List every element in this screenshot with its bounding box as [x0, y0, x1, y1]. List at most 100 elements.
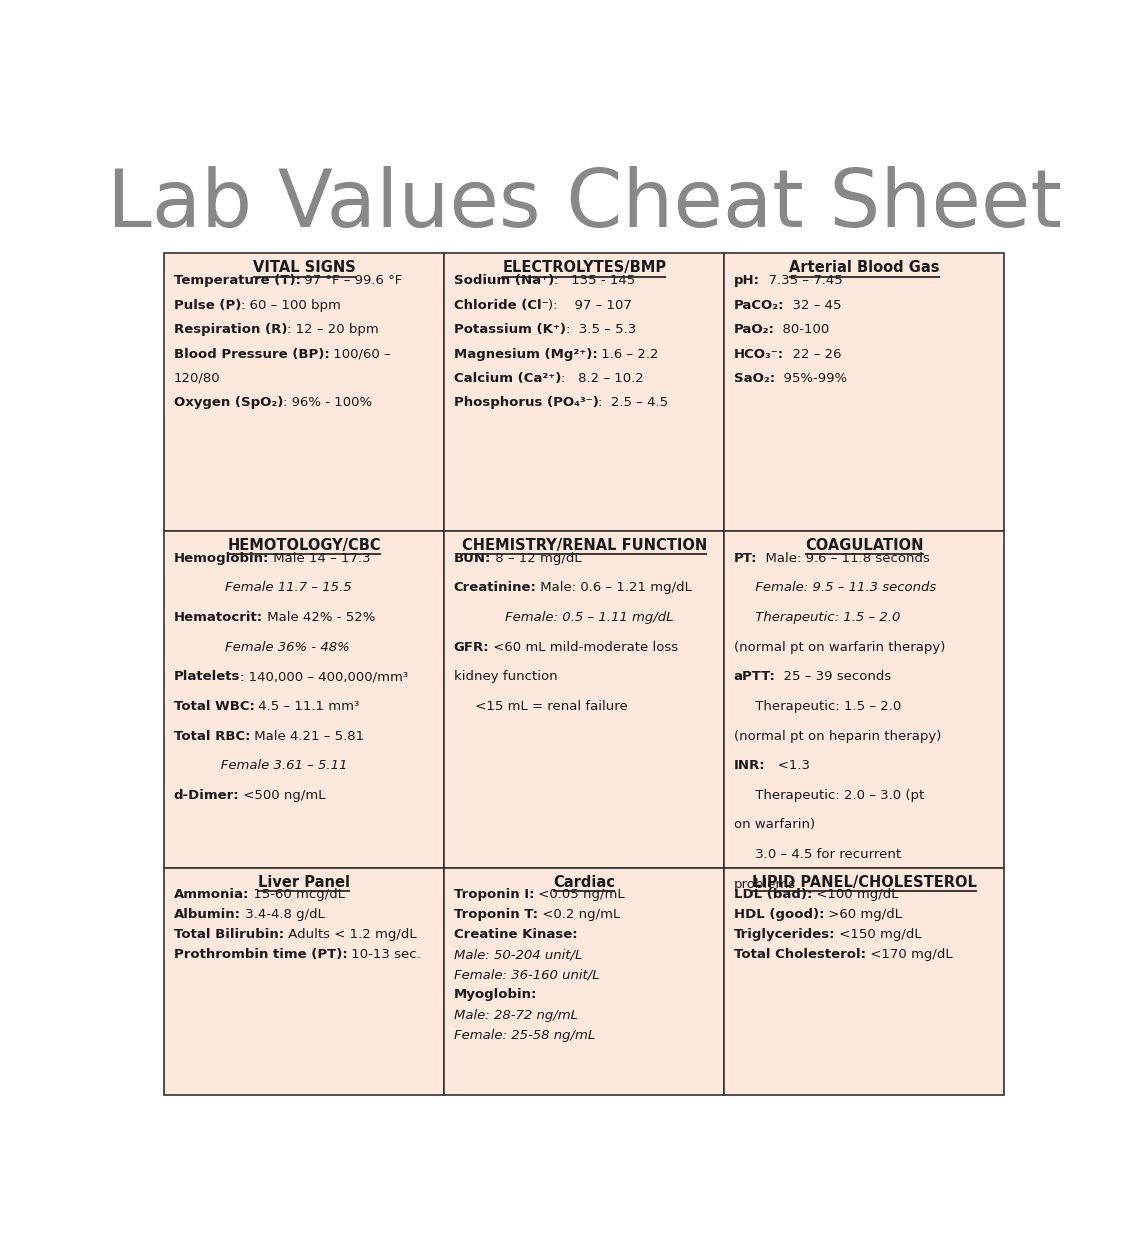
Text: 95%-99%: 95%-99% — [775, 373, 847, 385]
Text: <60 mL mild-moderate loss: <60 mL mild-moderate loss — [489, 640, 678, 654]
Text: Potassium (K⁺): Potassium (K⁺) — [454, 323, 565, 336]
Text: d-Dimer:: d-Dimer: — [173, 789, 239, 801]
Text: PaCO₂:: PaCO₂: — [733, 299, 784, 312]
Text: Pulse (P): Pulse (P) — [173, 299, 241, 312]
Text: pH:: pH: — [733, 274, 759, 288]
Text: 3.4-4.8 g/dL: 3.4-4.8 g/dL — [241, 908, 325, 922]
Text: 10-13 sec.: 10-13 sec. — [348, 948, 421, 962]
Text: on warfarin): on warfarin) — [733, 819, 815, 831]
Text: HDL (good):: HDL (good): — [733, 908, 824, 922]
Text: Hematocrit:: Hematocrit: — [173, 611, 262, 624]
Text: LDL (bad):: LDL (bad): — [733, 888, 812, 901]
Text: (normal pt on heparin therapy): (normal pt on heparin therapy) — [733, 729, 940, 743]
FancyBboxPatch shape — [164, 867, 445, 1095]
Text: Total Cholesterol:: Total Cholesterol: — [733, 948, 865, 962]
Text: 120/80: 120/80 — [173, 373, 220, 385]
FancyBboxPatch shape — [724, 867, 1004, 1095]
Text: Male: 50-204 unit/L: Male: 50-204 unit/L — [454, 948, 581, 962]
Text: Therapeutic: 2.0 – 3.0 (pt: Therapeutic: 2.0 – 3.0 (pt — [733, 789, 923, 801]
Text: COAGULATION: COAGULATION — [805, 538, 923, 553]
Text: Chloride (Cl⁻: Chloride (Cl⁻ — [454, 299, 548, 312]
Text: ):    97 – 107: ): 97 – 107 — [548, 299, 632, 312]
Text: Male: 28-72 ng/mL: Male: 28-72 ng/mL — [454, 1008, 578, 1022]
Text: : 140,000 – 400,000/mm³: : 140,000 – 400,000/mm³ — [239, 670, 408, 683]
Text: Female: 0.5 – 1.11 mg/dL: Female: 0.5 – 1.11 mg/dL — [454, 611, 673, 624]
Text: Blood Pressure (BP):: Blood Pressure (BP): — [173, 348, 329, 360]
Text: Liver Panel: Liver Panel — [259, 875, 350, 890]
Text: INR:: INR: — [733, 759, 765, 773]
Text: Magnesium (Mg²⁺):: Magnesium (Mg²⁺): — [454, 348, 597, 360]
Text: Troponin I:: Troponin I: — [454, 888, 534, 901]
Text: 97 °F – 99.6 °F: 97 °F – 99.6 °F — [301, 274, 402, 288]
Text: problems: problems — [733, 877, 796, 891]
Text: : 12 – 20 bpm: : 12 – 20 bpm — [287, 323, 378, 336]
Text: Total Bilirubin:: Total Bilirubin: — [173, 928, 284, 942]
Text: Female: 25-58 ng/mL: Female: 25-58 ng/mL — [454, 1028, 595, 1042]
Text: Male: 9.6 – 11.8 seconds: Male: 9.6 – 11.8 seconds — [757, 552, 930, 564]
Text: 15-60 mcg/dL: 15-60 mcg/dL — [249, 888, 345, 901]
Text: <150 mg/dL: <150 mg/dL — [836, 928, 922, 942]
Text: 4.5 – 11.1 mm³: 4.5 – 11.1 mm³ — [254, 700, 359, 713]
Text: HEMOTOLOGY/CBC: HEMOTOLOGY/CBC — [227, 538, 381, 553]
Text: Female: 9.5 – 11.3 seconds: Female: 9.5 – 11.3 seconds — [733, 582, 936, 594]
Text: Calcium (Ca²⁺): Calcium (Ca²⁺) — [454, 373, 561, 385]
Text: Hemoglobin:: Hemoglobin: — [173, 552, 269, 564]
FancyBboxPatch shape — [445, 867, 724, 1095]
Text: <170 mg/dL: <170 mg/dL — [865, 948, 952, 962]
Text: Temperature (T):: Temperature (T): — [173, 274, 301, 288]
Text: Lab Values Cheat Sheet: Lab Values Cheat Sheet — [107, 166, 1061, 244]
Text: SaO₂:: SaO₂: — [733, 373, 775, 385]
Text: GFR:: GFR: — [454, 640, 489, 654]
Text: Female 3.61 – 5.11: Female 3.61 – 5.11 — [173, 759, 347, 773]
Text: 80-100: 80-100 — [774, 323, 830, 336]
Text: >60 mg/dL: >60 mg/dL — [824, 908, 902, 922]
FancyBboxPatch shape — [445, 253, 724, 531]
Text: CHEMISTRY/RENAL FUNCTION: CHEMISTRY/RENAL FUNCTION — [462, 538, 707, 553]
Text: <500 ng/mL: <500 ng/mL — [239, 789, 326, 801]
Text: Male 42% - 52%: Male 42% - 52% — [262, 611, 375, 624]
Text: Female: 36-160 unit/L: Female: 36-160 unit/L — [454, 968, 600, 982]
Text: Creatinine:: Creatinine: — [454, 582, 537, 594]
Text: Adults < 1.2 mg/dL: Adults < 1.2 mg/dL — [284, 928, 416, 942]
Text: 25 – 39 seconds: 25 – 39 seconds — [775, 670, 891, 683]
Text: :  3.5 – 5.3: : 3.5 – 5.3 — [565, 323, 636, 336]
Text: :   8.2 – 10.2: : 8.2 – 10.2 — [561, 373, 644, 385]
Text: Female 36% - 48%: Female 36% - 48% — [173, 640, 349, 654]
Text: <1.3: <1.3 — [765, 759, 811, 773]
Text: Triglycerides:: Triglycerides: — [733, 928, 836, 942]
Text: <15 mL = renal failure: <15 mL = renal failure — [454, 700, 627, 713]
Text: Creatine Kinase:: Creatine Kinase: — [454, 928, 577, 942]
Text: Male 4.21 – 5.81: Male 4.21 – 5.81 — [250, 729, 364, 743]
Text: Male 14 – 17.3: Male 14 – 17.3 — [269, 552, 370, 564]
Text: Sodium (Na⁺): Sodium (Na⁺) — [454, 274, 554, 288]
FancyBboxPatch shape — [724, 253, 1004, 531]
Text: Prothrombin time (PT):: Prothrombin time (PT): — [173, 948, 348, 962]
FancyBboxPatch shape — [164, 253, 445, 531]
Text: aPTT:: aPTT: — [733, 670, 775, 683]
Text: PT:: PT: — [733, 552, 757, 564]
Text: Arterial Blood Gas: Arterial Blood Gas — [789, 260, 939, 275]
Text: <0.05 ng/mL: <0.05 ng/mL — [534, 888, 625, 901]
Text: (normal pt on warfarin therapy): (normal pt on warfarin therapy) — [733, 640, 945, 654]
Text: 100/60 –: 100/60 – — [329, 348, 391, 360]
Text: ELECTROLYTES/BMP: ELECTROLYTES/BMP — [503, 260, 666, 275]
Text: VITAL SIGNS: VITAL SIGNS — [253, 260, 356, 275]
Text: Albumin:: Albumin: — [173, 908, 241, 922]
Text: Cardiac: Cardiac — [553, 875, 616, 890]
Text: Phosphorus (PO₄³⁻): Phosphorus (PO₄³⁻) — [454, 396, 598, 410]
Text: Therapeutic: 1.5 – 2.0: Therapeutic: 1.5 – 2.0 — [733, 611, 899, 624]
Text: Oxygen (SpO₂): Oxygen (SpO₂) — [173, 396, 283, 410]
Text: PaO₂:: PaO₂: — [733, 323, 774, 336]
Text: Total WBC:: Total WBC: — [173, 700, 254, 713]
Text: 7.35 – 7.45: 7.35 – 7.45 — [759, 274, 842, 288]
Text: HCO₃⁻:: HCO₃⁻: — [733, 348, 783, 360]
Text: Male: 0.6 – 1.21 mg/dL: Male: 0.6 – 1.21 mg/dL — [537, 582, 692, 594]
Text: 3.0 – 4.5 for recurrent: 3.0 – 4.5 for recurrent — [733, 849, 901, 861]
Text: kidney function: kidney function — [454, 670, 557, 683]
Text: Platelets: Platelets — [173, 670, 239, 683]
Text: 22 – 26: 22 – 26 — [783, 348, 841, 360]
Text: Myoglobin:: Myoglobin: — [454, 988, 537, 1002]
Text: <100 mg/dL: <100 mg/dL — [812, 888, 898, 901]
Text: : 96% - 100%: : 96% - 100% — [283, 396, 372, 410]
Text: 32 – 45: 32 – 45 — [784, 299, 841, 312]
